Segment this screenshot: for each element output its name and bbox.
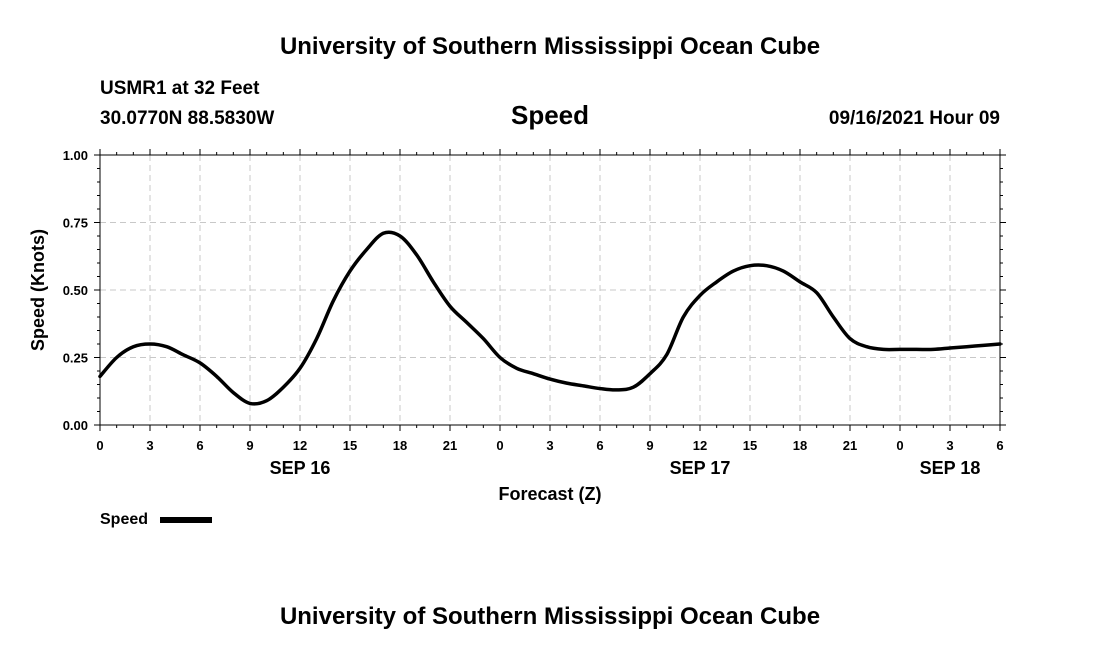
date-labels: SEP 16 SEP 17 SEP 18 [270, 458, 981, 478]
x-tick-labels: 0 3 6 9 12 15 18 21 0 3 6 9 12 15 18 21 0 3 6 [96, 438, 1003, 453]
y-tick-label: 0.50 [63, 283, 88, 298]
x-tick-label: 3 [546, 438, 553, 453]
x-tick-label: 12 [293, 438, 307, 453]
x-tick-label: 9 [646, 438, 653, 453]
x-tick-label: 3 [146, 438, 153, 453]
legend-label: Speed [100, 511, 148, 528]
x-tick-label: 12 [693, 438, 707, 453]
x-tick-label: 15 [743, 438, 757, 453]
variable-title: Speed [511, 100, 589, 130]
speed-series-line [98, 230, 1002, 406]
date-label: SEP 17 [670, 458, 731, 478]
y-tick-label: 1.00 [63, 148, 88, 163]
y-tick-labels: 0.00 0.25 0.50 0.75 1.00 [63, 148, 88, 433]
x-tick-label: 0 [496, 438, 503, 453]
series-layer [98, 230, 1002, 406]
grid-lines [100, 155, 1000, 425]
plot-frame [99, 154, 1001, 426]
x-tick-label: 3 [946, 438, 953, 453]
x-tick-label: 21 [443, 438, 457, 453]
x-tick-label: 9 [246, 438, 253, 453]
x-tick-label: 18 [393, 438, 407, 453]
y-tick-label: 0.75 [63, 216, 88, 231]
y-tick-label: 0.25 [63, 351, 88, 366]
date-label: SEP 18 [920, 458, 981, 478]
title-bottom: University of Southern Mississippi Ocean… [280, 603, 820, 630]
x-tick-label: 0 [96, 438, 103, 453]
y-axis-label: Speed (Knots) [28, 229, 48, 351]
date-label: SEP 16 [270, 458, 331, 478]
x-tick-label: 0 [896, 438, 903, 453]
x-tick-label: 6 [196, 438, 203, 453]
legend-swatch [160, 517, 212, 523]
x-tick-label: 18 [793, 438, 807, 453]
x-axis-label: Forecast (Z) [498, 484, 601, 504]
y-tick-label: 0.00 [63, 418, 88, 433]
x-tick-label: 15 [343, 438, 357, 453]
issued-label: 09/16/2021 Hour 09 [829, 108, 1000, 129]
x-tick-label: 6 [996, 438, 1003, 453]
title-top: University of Southern Mississippi Ocean… [280, 33, 820, 60]
location-label: 30.0770N 88.5830W [100, 108, 274, 129]
x-tick-label: 6 [596, 438, 603, 453]
station-label: USMR1 at 32 Feet [100, 78, 260, 99]
x-tick-label: 21 [843, 438, 857, 453]
